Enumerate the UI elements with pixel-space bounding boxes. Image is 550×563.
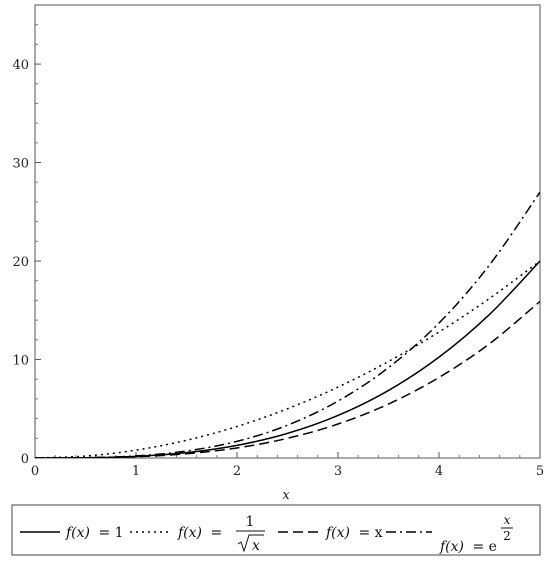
- legend-item-3: f(x) = x: [325, 525, 383, 541]
- series-line-dashed: [35, 300, 540, 458]
- x-tick-label-2: 2: [233, 464, 241, 479]
- x-tick-label-1: 1: [132, 464, 140, 479]
- series-line-solid: [35, 260, 540, 458]
- legend-item-4-exp-num: x: [504, 513, 511, 527]
- legend-item-2: f(x) =: [177, 525, 222, 541]
- legend-item-4-eq: = e: [472, 539, 496, 555]
- series-lines: [35, 191, 540, 458]
- legend-frame: [11, 504, 541, 556]
- legend-item-2-eq: =: [210, 525, 222, 541]
- legend-item-2-num: 1: [246, 514, 255, 530]
- x-tick-label-4: 4: [435, 464, 443, 479]
- legend-item-1-lhs: f(x): [65, 525, 90, 541]
- tick-labels: 0 1 2 3 4 5 0 10 20 30 40: [12, 58, 544, 479]
- y-tick-label-3: 30: [12, 157, 29, 172]
- legend-item-3-eq: = x: [358, 525, 382, 541]
- legend: f(x) = 1 f(x) = 1 x f(x) = x f(x) = e x …: [11, 504, 541, 556]
- x-tick-label-3: 3: [334, 464, 342, 479]
- legend-item-4-lhs: f(x): [439, 539, 464, 555]
- x-tick-label-0: 0: [31, 464, 39, 479]
- x-tick-label-5: 5: [536, 464, 544, 479]
- legend-item-3-lhs: f(x): [325, 525, 350, 541]
- legend-item-2-sqrt-sign: [237, 534, 264, 553]
- y-tick-label-2: 20: [12, 255, 29, 270]
- legend-item-4-exp-den: 2: [503, 529, 511, 543]
- legend-item-1: f(x) = 1: [65, 525, 124, 541]
- ticks: [34, 24, 541, 459]
- legend-item-2-den: x: [252, 538, 260, 554]
- series-line-dashdot: [35, 191, 540, 458]
- series-line-dotted: [35, 260, 540, 458]
- y-tick-label-1: 10: [12, 354, 29, 369]
- y-tick-label-0: 0: [21, 452, 29, 467]
- legend-item-4: f(x) = e: [439, 539, 497, 555]
- legend-item-2-lhs: f(x): [177, 525, 202, 541]
- y-tick-label-4: 40: [12, 58, 29, 73]
- plot-frame: [34, 4, 541, 459]
- x-axis-label: x: [282, 488, 290, 503]
- legend-item-1-eq: = 1: [98, 525, 123, 541]
